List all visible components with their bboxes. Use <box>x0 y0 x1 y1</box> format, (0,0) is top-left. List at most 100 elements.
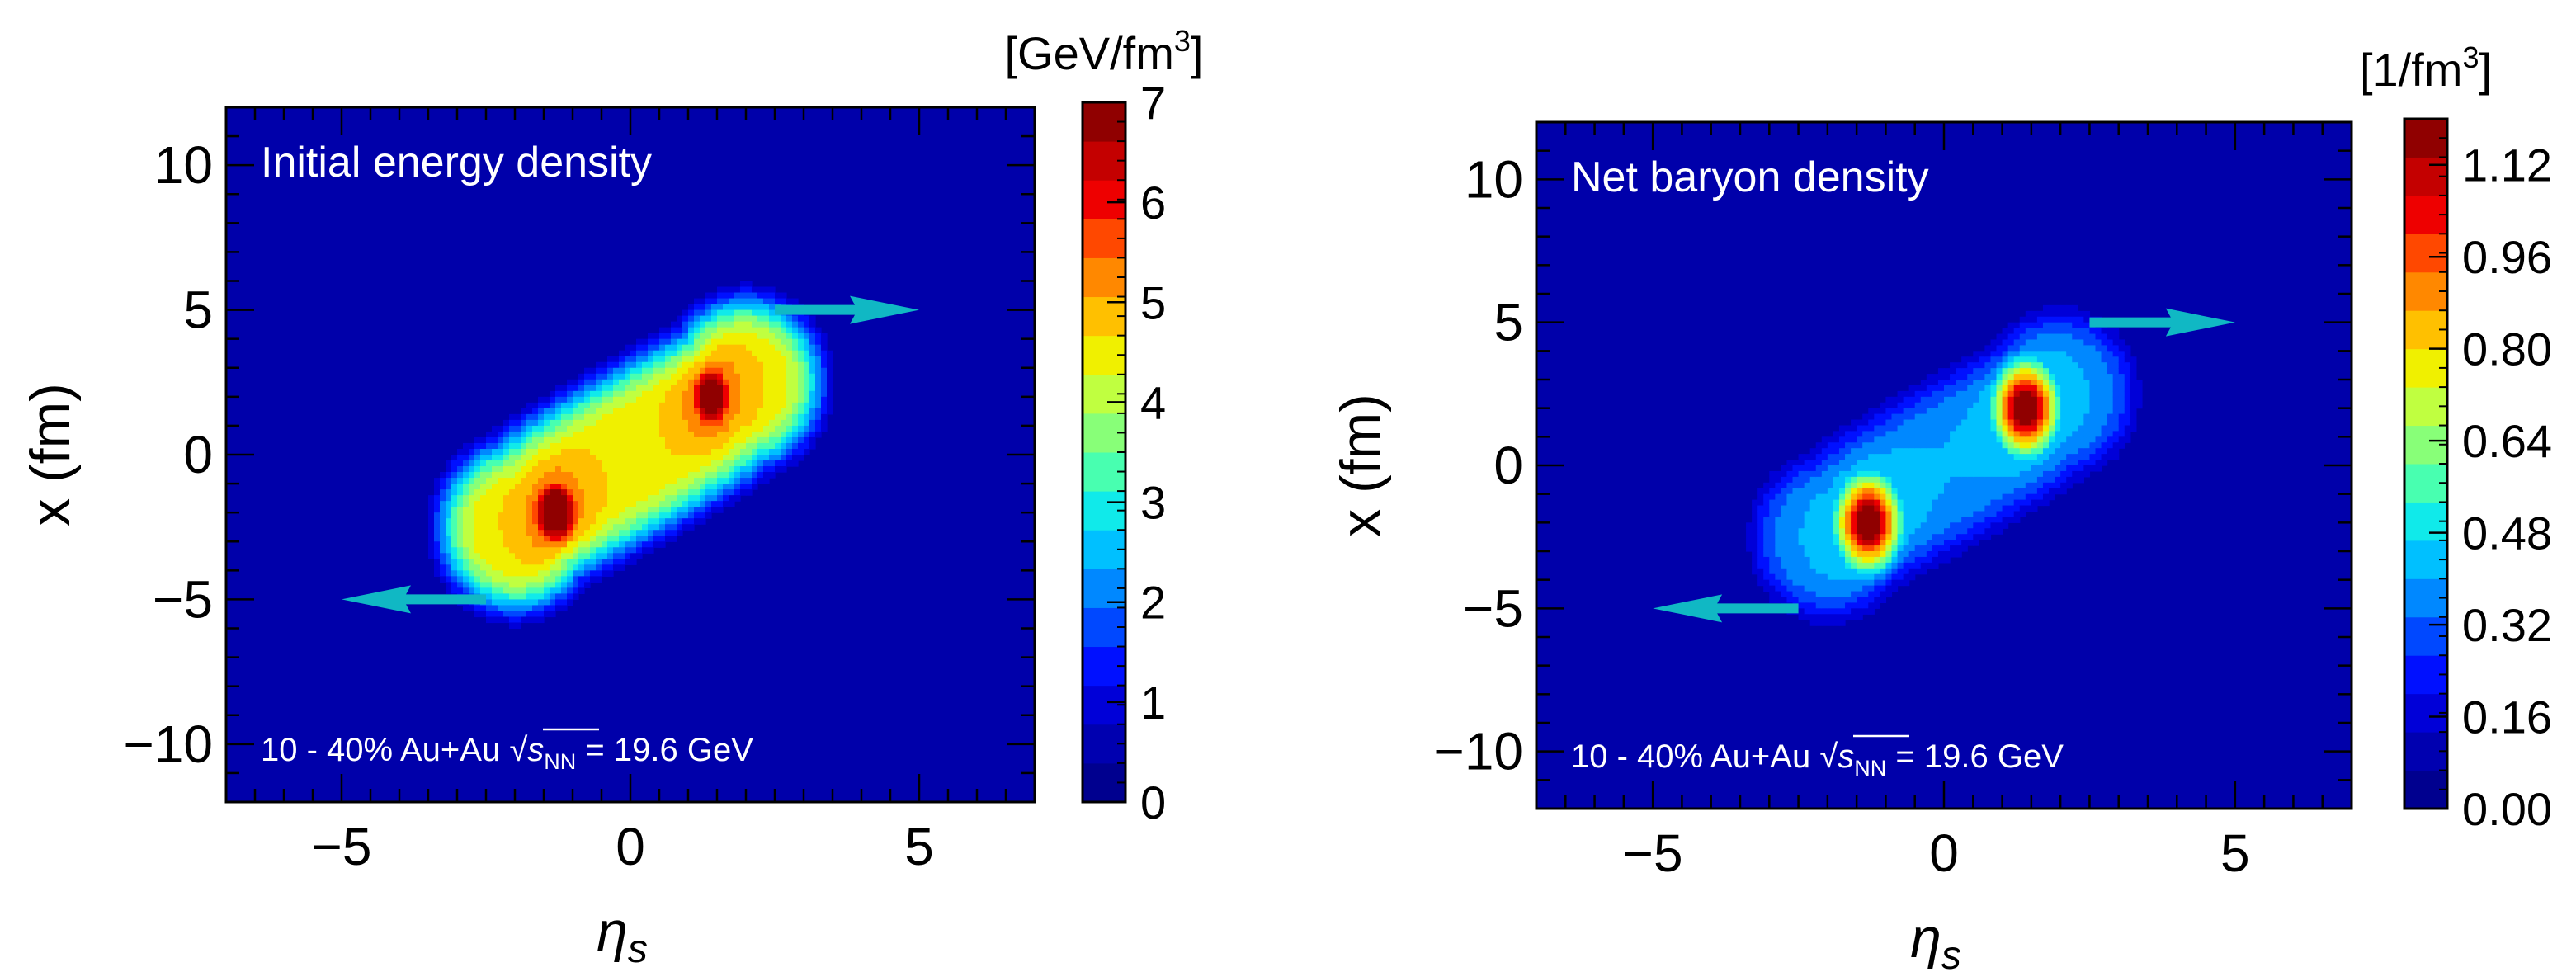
heatmap-cell <box>1937 505 1945 512</box>
heatmap-cell <box>2072 310 2078 318</box>
heatmap-cell <box>1908 573 1916 581</box>
heatmap-cell <box>1944 419 1951 427</box>
heatmap-cell <box>1908 517 1916 523</box>
heatmap-cell <box>526 518 533 525</box>
heatmap-cell <box>659 466 666 473</box>
heatmap-cell <box>1914 408 1922 415</box>
heatmap-cell <box>705 431 712 438</box>
heatmap-cell <box>526 616 533 624</box>
heatmap-cell <box>1792 511 1800 517</box>
heatmap-cell <box>1979 380 1985 386</box>
heatmap-cell <box>1908 408 1916 415</box>
heatmap-cell <box>1851 551 1857 558</box>
heatmap-cell <box>498 436 504 444</box>
heatmap-cell <box>1821 436 1828 443</box>
heatmap-cell <box>2066 374 2073 380</box>
heatmap-cell <box>1937 540 1945 546</box>
heatmap-cell <box>509 593 516 601</box>
heatmap-cell <box>555 466 562 473</box>
heatmap-cell <box>2060 362 2067 369</box>
heatmap-cell <box>2042 465 2050 472</box>
heatmap-cell <box>786 367 793 375</box>
heatmap-cell <box>711 350 718 357</box>
heatmap-cell <box>1851 556 1857 564</box>
unit-label-superscript: 3 <box>2462 40 2479 74</box>
heatmap-cell <box>567 484 573 490</box>
heatmap-cell <box>503 536 510 542</box>
heatmap-cell <box>532 442 539 450</box>
heatmap-cell <box>578 396 585 403</box>
heatmap-cell <box>1786 540 1794 546</box>
heatmap-cell <box>567 460 573 467</box>
heatmap-cell <box>590 495 597 502</box>
heatmap-cell <box>786 315 793 323</box>
heatmap-cell <box>555 385 562 392</box>
heatmap-cell <box>1914 517 1922 523</box>
heatmap-cell <box>1926 511 1933 517</box>
heatmap-cell <box>1920 431 1927 437</box>
heatmap-cell <box>1891 511 1899 517</box>
heatmap-cell <box>561 524 568 531</box>
heatmap-cell <box>2036 310 2044 318</box>
heatmap-cell <box>700 442 706 450</box>
heatmap-cell <box>2013 465 2021 472</box>
heatmap-cell <box>1979 454 1985 460</box>
heatmap-cell <box>1809 505 1817 512</box>
heatmap-cell <box>2072 402 2078 409</box>
heatmap-cell <box>2031 351 2038 357</box>
heatmap-cell <box>630 541 637 548</box>
heatmap-cell <box>1932 551 1939 558</box>
heatmap-cell <box>636 466 643 473</box>
colorbar-tick-label: 0.32 <box>2462 599 2552 651</box>
heatmap-cell <box>561 536 568 542</box>
heatmap-cell <box>521 611 527 618</box>
heatmap-cell <box>723 344 729 352</box>
heatmap-cell <box>503 582 510 588</box>
heatmap-cell <box>1996 408 2003 415</box>
heatmap-cell <box>1833 499 1840 507</box>
heatmap-cell <box>521 593 527 601</box>
heatmap-cell <box>2083 356 2091 363</box>
heatmap-cell <box>532 501 539 507</box>
heatmap-cell <box>821 333 828 340</box>
heatmap-cell <box>440 478 446 484</box>
heatmap-cell <box>1833 476 1840 484</box>
heatmap-cell <box>2049 356 2055 363</box>
heatmap-cell <box>729 390 735 398</box>
heatmap-cell <box>1862 551 1869 558</box>
heatmap-cell <box>457 507 464 513</box>
heatmap-cell <box>1973 454 1979 460</box>
heatmap-cell <box>1821 517 1828 523</box>
heatmap-cell <box>775 408 781 415</box>
heatmap-cell <box>1868 505 1875 512</box>
heatmap-cell <box>1880 528 1887 535</box>
annotation-s: s <box>1838 738 1854 775</box>
heatmap-cell <box>544 472 550 479</box>
heatmap-cell <box>480 582 487 588</box>
heatmap-cell <box>596 472 602 479</box>
heatmap-cell <box>2066 385 2073 392</box>
heatmap-cell <box>2002 493 2009 501</box>
heatmap-cell <box>584 460 591 467</box>
heatmap-cell <box>550 536 556 542</box>
heatmap-cell <box>653 442 660 450</box>
heatmap-cell <box>1775 556 1781 564</box>
heatmap-cell <box>729 396 735 403</box>
heatmap-cell <box>1769 545 1776 552</box>
heatmap-cell <box>578 582 585 588</box>
heatmap-cell <box>573 448 579 455</box>
heatmap-cell <box>1926 442 1933 449</box>
heatmap-cell <box>775 436 781 444</box>
heatmap-cell <box>671 489 677 496</box>
heatmap-cell <box>498 495 504 502</box>
heatmap-cell <box>1932 460 1939 466</box>
heatmap-cell <box>2036 499 2044 507</box>
heatmap-cell <box>1891 482 1899 489</box>
heatmap-cell <box>1967 385 1974 392</box>
heatmap-cell <box>602 379 608 386</box>
heatmap-cell <box>1786 597 1794 603</box>
heatmap-cell <box>498 541 504 548</box>
heatmap-cell <box>486 507 493 513</box>
heatmap-cell <box>1956 505 1962 512</box>
heatmap-cell <box>1838 425 1846 432</box>
